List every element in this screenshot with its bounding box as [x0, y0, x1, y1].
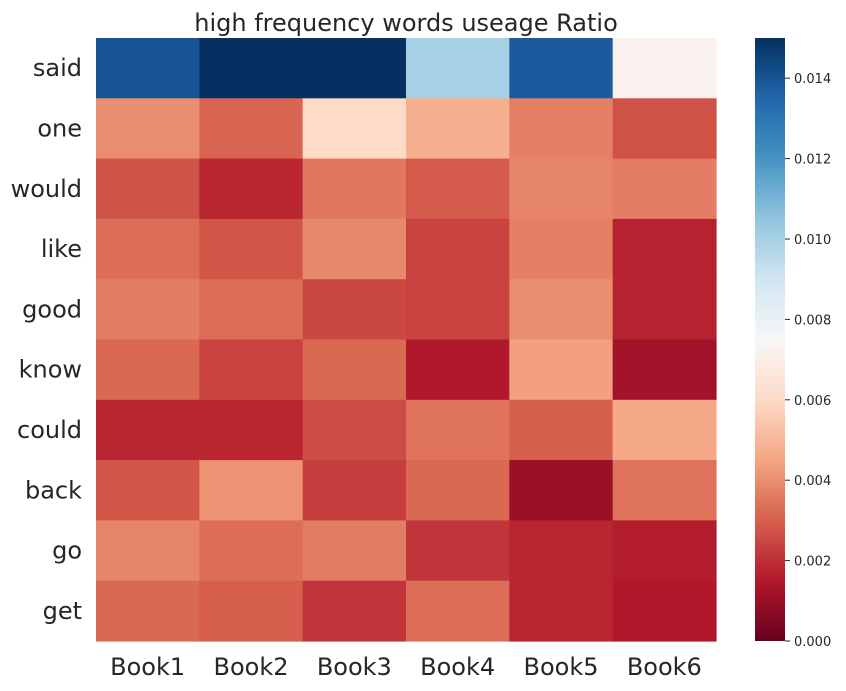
- y-tick-label-could: could: [17, 416, 82, 444]
- heatmap-cell-could-Book1: [96, 399, 200, 461]
- heatmap-cell-one-Book6: [612, 98, 717, 160]
- heatmap-cell-could-Book5: [509, 399, 614, 461]
- heatmap-cell-back-Book1: [96, 460, 200, 521]
- heatmap-cell-go-Book2: [199, 520, 304, 582]
- y-tick-label-go: go: [52, 537, 82, 565]
- x-tick-label-Book3: Book3: [317, 653, 392, 681]
- y-tick-label-like: like: [41, 235, 82, 263]
- heatmap-cell-said-Book2: [199, 38, 304, 99]
- heatmap-cell-like-Book2: [199, 218, 304, 280]
- heatmap-cell-one-Book5: [509, 98, 614, 160]
- heatmap-cell-could-Book6: [612, 399, 717, 461]
- colorbar-tick-label: 0.004: [794, 474, 831, 489]
- colorbar-tick-label: 0.014: [794, 72, 831, 87]
- heatmap-cell-would-Book2: [199, 158, 304, 220]
- y-tick-label-one: one: [37, 114, 82, 142]
- heatmap-cell-get-Book5: [509, 580, 614, 642]
- heatmap-cell-back-Book5: [509, 460, 614, 521]
- heatmap-cell-said-Book5: [509, 38, 614, 99]
- heatmap-cell-go-Book5: [509, 520, 614, 582]
- colorbar-tick-label: 0.006: [794, 394, 831, 409]
- x-tick-label-Book4: Book4: [420, 653, 495, 681]
- y-tick-label-get: get: [43, 597, 82, 625]
- heatmap-cell-good-Book5: [509, 279, 614, 341]
- heatmap-cell-get-Book2: [199, 580, 304, 642]
- x-tick-label-Book1: Book1: [110, 653, 185, 681]
- y-tick-label-know: know: [19, 356, 82, 384]
- colorbar-ticks: 0.000 0.002 0.004 0.006 0.008 0.010 0.012 0.014: [785, 72, 831, 650]
- heatmap-cell-like-Book6: [612, 218, 717, 280]
- heatmap-cell-one-Book2: [199, 98, 304, 160]
- heatmap-cell-good-Book6: [612, 279, 717, 341]
- heatmap-cell-go-Book6: [612, 520, 717, 582]
- heatmap-cell-would-Book1: [96, 158, 200, 220]
- heatmap-cell-know-Book6: [612, 339, 717, 401]
- x-axis-labels: Book1 Book2 Book3 Book4 Book5 Book6: [110, 653, 702, 681]
- heatmap-cell-back-Book2: [199, 460, 304, 521]
- heatmap-cell-go-Book1: [96, 520, 200, 582]
- heatmap-cell-one-Book4: [406, 98, 510, 160]
- heatmap-cell-said-Book6: [612, 38, 717, 99]
- colorbar-tick-label: 0.002: [794, 555, 831, 570]
- chart-title: high frequency words useage Ratio: [194, 9, 618, 37]
- x-tick-label-Book5: Book5: [524, 653, 599, 681]
- x-tick-label-Book6: Book6: [627, 653, 702, 681]
- y-tick-label-back: back: [25, 476, 82, 504]
- heatmap-cell-like-Book4: [406, 218, 510, 280]
- heatmap-cell-like-Book3: [302, 218, 407, 280]
- heatmap-cell-could-Book2: [199, 399, 304, 461]
- heatmap-cell-good-Book1: [96, 279, 200, 341]
- heatmap-cell-good-Book4: [406, 279, 510, 341]
- heatmap-cell-back-Book6: [612, 460, 717, 521]
- heatmap-cell-get-Book3: [302, 580, 407, 642]
- heatmap-cell-would-Book6: [612, 158, 717, 220]
- heatmap-cell-would-Book3: [302, 158, 407, 220]
- colorbar-tick-label: 0.012: [794, 153, 831, 168]
- heatmap-cell-would-Book4: [406, 158, 510, 220]
- heatmap-cell-would-Book5: [509, 158, 614, 220]
- heatmap-cell-said-Book4: [406, 38, 510, 99]
- heatmap-cell-know-Book1: [96, 339, 200, 401]
- heatmap-cells: [96, 38, 717, 642]
- heatmap-cell-back-Book4: [406, 460, 510, 521]
- x-tick-label-Book2: Book2: [214, 653, 289, 681]
- heatmap-cell-go-Book3: [302, 520, 407, 582]
- heatmap-cell-like-Book5: [509, 218, 614, 280]
- heatmap-cell-get-Book4: [406, 580, 510, 642]
- heatmap-cell-get-Book1: [96, 580, 200, 642]
- y-tick-label-would: would: [11, 175, 82, 203]
- heatmap-cell-know-Book3: [302, 339, 407, 401]
- heatmap-cell-good-Book2: [199, 279, 304, 341]
- colorbar-tick-label: 0.010: [794, 233, 831, 248]
- heatmap-cell-said-Book3: [302, 38, 407, 99]
- heatmap-cell-good-Book3: [302, 279, 407, 341]
- heatmap-cell-said-Book1: [96, 38, 200, 99]
- colorbar-tick-label: 0.000: [794, 635, 831, 650]
- heatmap-cell-know-Book5: [509, 339, 614, 401]
- heatmap-cell-could-Book4: [406, 399, 510, 461]
- heatmap-cell-like-Book1: [96, 218, 200, 280]
- y-tick-label-good: good: [22, 295, 82, 323]
- heatmap-cell-know-Book2: [199, 339, 304, 401]
- colorbar: [755, 38, 785, 641]
- heatmap-cell-back-Book3: [302, 460, 407, 521]
- heatmap-cell-one-Book3: [302, 98, 407, 160]
- y-axis-labels: said one would like good know could back go get: [11, 54, 83, 625]
- colorbar-tick-label: 0.008: [794, 313, 831, 328]
- heatmap-cell-get-Book6: [612, 580, 717, 642]
- heatmap-cell-go-Book4: [406, 520, 510, 582]
- heatmap-cell-one-Book1: [96, 98, 200, 160]
- heatmap-cell-could-Book3: [302, 399, 407, 461]
- y-tick-label-said: said: [33, 54, 82, 82]
- heatmap-cell-know-Book4: [406, 339, 510, 401]
